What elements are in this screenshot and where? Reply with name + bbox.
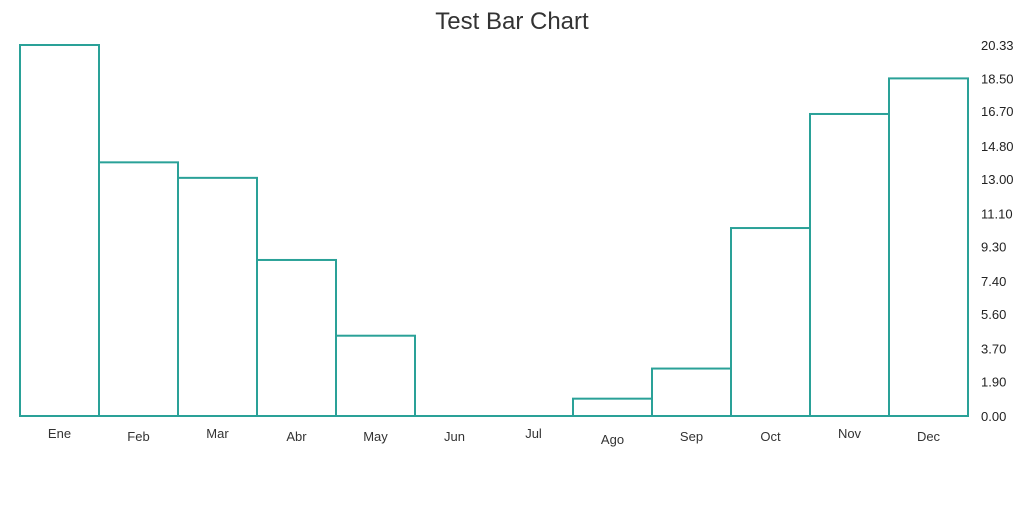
- bar-mar: [177, 176, 258, 417]
- x-tick-label: Mar: [206, 426, 229, 441]
- y-tick-label: 1.90: [981, 374, 1006, 389]
- bar-may: [335, 334, 416, 417]
- y-tick-label: 7.40: [981, 274, 1006, 289]
- y-tick-label: 20.33: [981, 38, 1014, 53]
- y-tick-label: 0.00: [981, 409, 1006, 424]
- x-tick-label: Jun: [444, 429, 465, 444]
- x-tick-label: Jul: [525, 426, 542, 441]
- y-tick-label: 5.60: [981, 307, 1006, 322]
- x-tick-label: Oct: [760, 429, 781, 444]
- x-tick-label: Nov: [838, 426, 862, 441]
- y-tick-label: 3.70: [981, 341, 1006, 356]
- x-tick-label: Ene: [48, 426, 71, 441]
- bar-oct: [730, 227, 811, 417]
- x-tick-labels: Ene Feb Mar Abr May Jun Jul Ago Sep Oct Nov Dec: [48, 426, 941, 447]
- y-tick-label: 11.10: [981, 206, 1013, 221]
- bar-sep: [651, 367, 732, 418]
- y-tick-label: 13.00: [981, 172, 1014, 187]
- y-tick-label: 16.70: [981, 104, 1014, 119]
- x-tick-label: Sep: [680, 429, 703, 444]
- x-tick-label: Ago: [601, 432, 624, 447]
- x-tick-label: Feb: [127, 429, 149, 444]
- bar-ene: [19, 44, 100, 417]
- y-tick-label: 9.30: [981, 239, 1006, 254]
- bar-abr: [256, 258, 337, 417]
- bar-feb: [98, 161, 179, 417]
- bar-dec: [888, 77, 969, 417]
- chart-title: Test Bar Chart: [435, 8, 589, 35]
- bar-nov: [809, 112, 890, 418]
- x-tick-label: Dec: [917, 429, 941, 444]
- x-tick-label: May: [363, 429, 388, 444]
- bars-group: [19, 44, 969, 418]
- x-tick-label: Abr: [286, 429, 307, 444]
- y-tick-labels: 0.00 1.90 3.70 5.60 7.40 9.30 11.10 13.00 14.80 1…: [981, 38, 1014, 424]
- y-tick-label: 18.50: [981, 71, 1014, 86]
- y-tick-label: 14.80: [981, 139, 1014, 154]
- bar-ago: [572, 397, 653, 417]
